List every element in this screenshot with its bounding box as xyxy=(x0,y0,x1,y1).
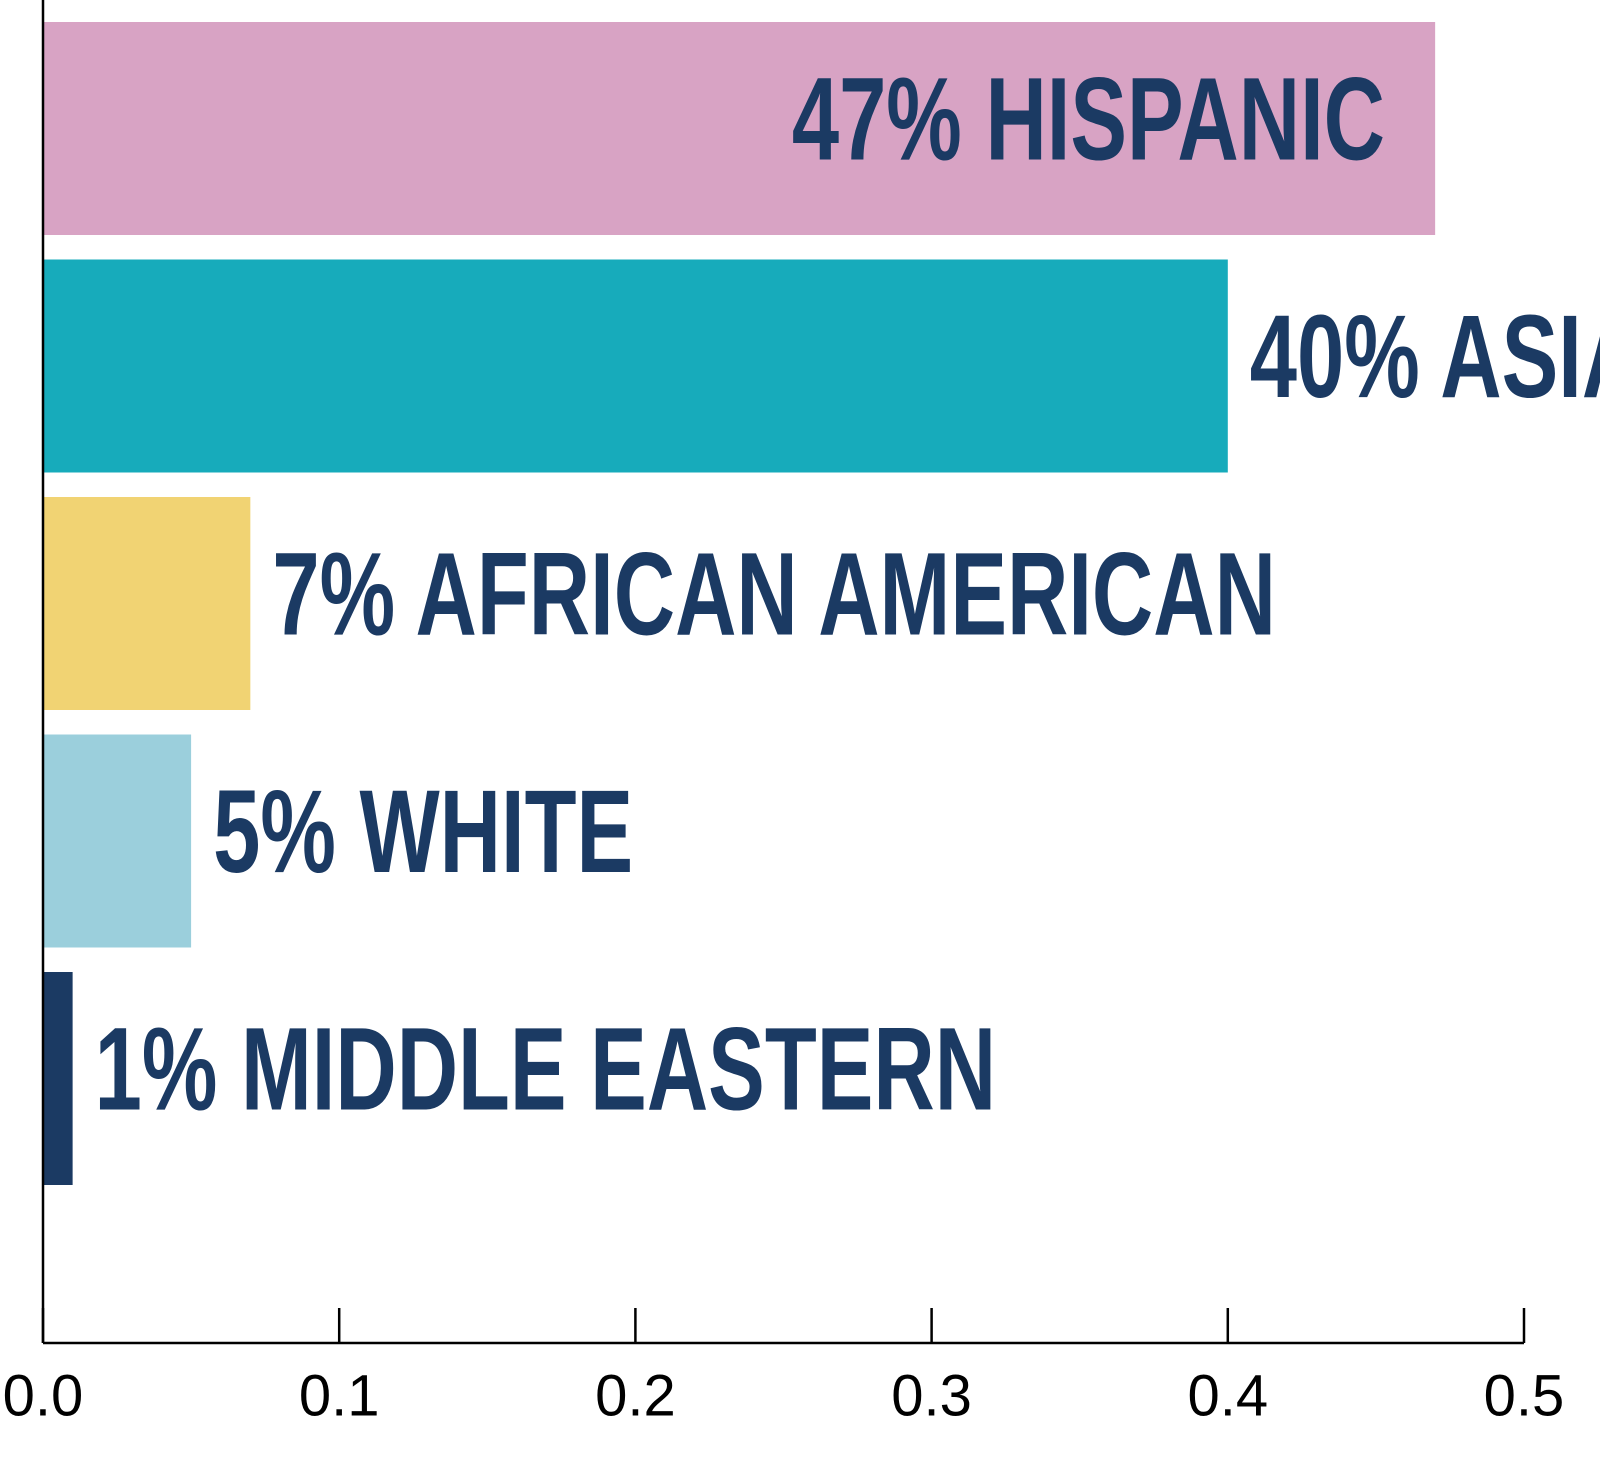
bar xyxy=(43,497,251,710)
x-tick-label: 0.1 xyxy=(299,1363,380,1428)
x-tick-label: 0.5 xyxy=(1484,1363,1565,1428)
bar xyxy=(43,972,73,1185)
bar xyxy=(43,734,192,948)
x-tick-label: 0.2 xyxy=(595,1363,676,1428)
x-tick-label: 0.3 xyxy=(891,1363,972,1428)
data-label: 1% MIDDLE EASTERN xyxy=(95,1003,996,1135)
x-tick-label: 0.0 xyxy=(3,1363,84,1428)
bar xyxy=(43,259,1228,473)
bar xyxy=(43,22,1436,235)
x-tick-label: 0.4 xyxy=(1187,1363,1268,1428)
data-label: 7% AFRICAN AMERICAN xyxy=(272,528,1276,660)
data-label: 47% HISPANIC xyxy=(792,53,1385,185)
data-label: 5% WHITE xyxy=(213,765,633,897)
data-label: 40% ASIAN/PACIFIC ISLANDER xyxy=(1250,290,1600,422)
